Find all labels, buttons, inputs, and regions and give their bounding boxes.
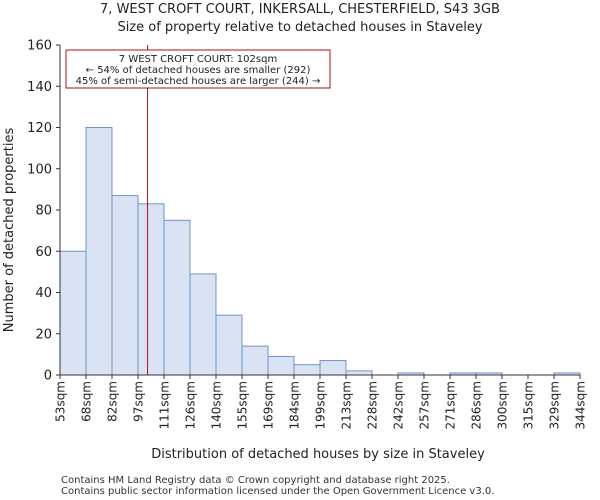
x-tick-label-300sqm: 300sqm (496, 381, 510, 429)
x-tick-label-82sqm: 82sqm (106, 381, 120, 422)
x-tick-label-213sqm: 213sqm (340, 381, 354, 429)
x-tick-label-169sqm: 169sqm (262, 381, 276, 429)
bars-group (59, 127, 581, 376)
x-tick-label-329sqm: 329sqm (548, 381, 562, 429)
x-tick-label-315sqm: 315sqm (522, 381, 536, 429)
x-tick-label-68sqm: 68sqm (80, 381, 94, 422)
bar-68sqm (85, 127, 113, 376)
x-tick-label-228sqm: 228sqm (366, 381, 380, 429)
bar-53sqm (59, 250, 87, 376)
bar-213sqm (345, 370, 373, 376)
x-tick-label-140sqm: 140sqm (210, 381, 224, 429)
bar-82sqm (111, 195, 139, 376)
x-tick-label-344sqm: 344sqm (574, 381, 588, 429)
y-tick-label-20: 20 (35, 327, 52, 342)
x-tick-label-184sqm: 184sqm (288, 381, 302, 429)
x-tick-label-155sqm: 155sqm (236, 381, 250, 429)
annotation-box: 7 WEST CROFT COURT: 102sqm ← 54% of deta… (65, 49, 331, 89)
chart-title: 7, WEST CROFT COURT, INKERSALL, CHESTERF… (100, 2, 500, 17)
chart-subtitle: Size of property relative to detached ho… (117, 20, 483, 35)
y-tick-label-100: 100 (27, 162, 52, 177)
bar-126sqm (189, 273, 217, 376)
y-tick-label-40: 40 (35, 286, 52, 301)
x-tick-label-199sqm: 199sqm (314, 381, 328, 429)
y-tick-label-0: 0 (44, 369, 52, 384)
x-tick-label-53sqm: 53sqm (54, 381, 68, 422)
bar-169sqm (267, 355, 295, 376)
y-tick-label-160: 160 (27, 39, 52, 54)
annotation-line-1: 7 WEST CROFT COURT: 102sqm (119, 54, 277, 65)
x-tick-label-286sqm: 286sqm (470, 381, 484, 429)
bar-140sqm (215, 314, 243, 376)
y-tick-label-60: 60 (35, 245, 52, 260)
bar-199sqm (319, 360, 347, 376)
footer-copyright: Contains HM Land Registry data © Crown c… (61, 475, 450, 486)
y-axis: 0 20 40 60 80 100 120 140 160 (27, 39, 61, 384)
annotation-border (65, 49, 331, 89)
x-axis: 53sqm 68sqm 82sqm 97sqm 111sqm 126sqm 140sqm 15… (54, 374, 588, 429)
y-tick-label-140: 140 (27, 80, 52, 95)
bar-155sqm (241, 345, 269, 376)
bar-184sqm (293, 364, 321, 376)
x-tick-label-97sqm: 97sqm (132, 381, 146, 422)
x-tick-label-126sqm: 126sqm (184, 381, 198, 429)
x-axis-label: Distribution of detached houses by size … (151, 447, 485, 462)
x-tick-label-242sqm: 242sqm (392, 381, 406, 429)
annotation-line-2: ← 54% of detached houses are smaller (29… (86, 65, 311, 76)
x-tick-label-111sqm: 111sqm (158, 381, 172, 429)
y-axis-label: Number of detached properties (2, 128, 17, 333)
bar-97sqm (137, 203, 165, 376)
y-tick-label-120: 120 (27, 121, 52, 136)
x-tick-label-271sqm: 271sqm (444, 381, 458, 429)
bar-111sqm (163, 219, 191, 376)
annotation-line-3: 45% of semi-detached houses are larger (… (76, 76, 321, 87)
y-tick-label-80: 80 (35, 204, 52, 219)
x-tick-label-257sqm: 257sqm (418, 381, 432, 429)
footer-licence: Contains public sector information licen… (61, 486, 495, 497)
